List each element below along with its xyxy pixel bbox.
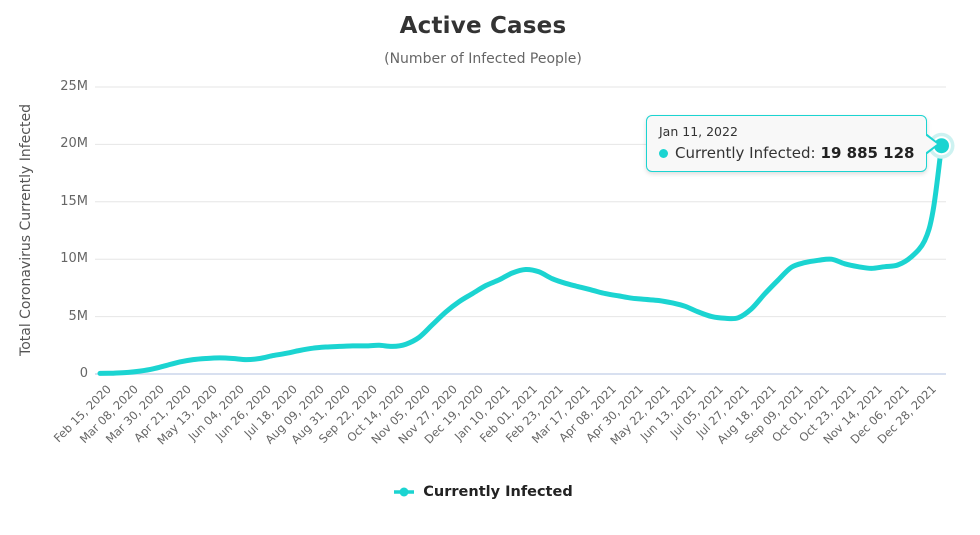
series-line-icon bbox=[394, 487, 415, 497]
tooltip-series-label: Currently Infected: bbox=[675, 144, 816, 162]
tooltip-series-row: Currently Infected: 19 885 128 bbox=[659, 144, 914, 162]
y-tick-label: 0 bbox=[79, 366, 88, 381]
chart-tooltip: Jan 11, 2022 Currently Infected: 19 885 … bbox=[646, 115, 941, 172]
chart-subtitle: (Number of Infected People) bbox=[384, 51, 582, 67]
y-tick-label: 15M bbox=[60, 193, 88, 209]
y-tick-label: 25M bbox=[60, 79, 88, 94]
y-tick-label: 10M bbox=[60, 251, 88, 267]
legend: Currently Infected bbox=[0, 484, 966, 500]
tooltip-date: Jan 11, 2022 bbox=[659, 124, 738, 139]
legend-label: Currently Infected bbox=[423, 484, 573, 500]
y-tick-label: 5M bbox=[68, 308, 89, 324]
series-bullet-icon bbox=[659, 148, 668, 158]
series-line[interactable] bbox=[97, 143, 944, 376]
tooltip-value: 19 885 128 bbox=[820, 144, 915, 162]
legend-item-currently-infected[interactable]: Currently Infected bbox=[393, 484, 573, 500]
chart-title: Active Cases bbox=[399, 13, 567, 39]
y-tick-label: 20M bbox=[60, 136, 88, 152]
